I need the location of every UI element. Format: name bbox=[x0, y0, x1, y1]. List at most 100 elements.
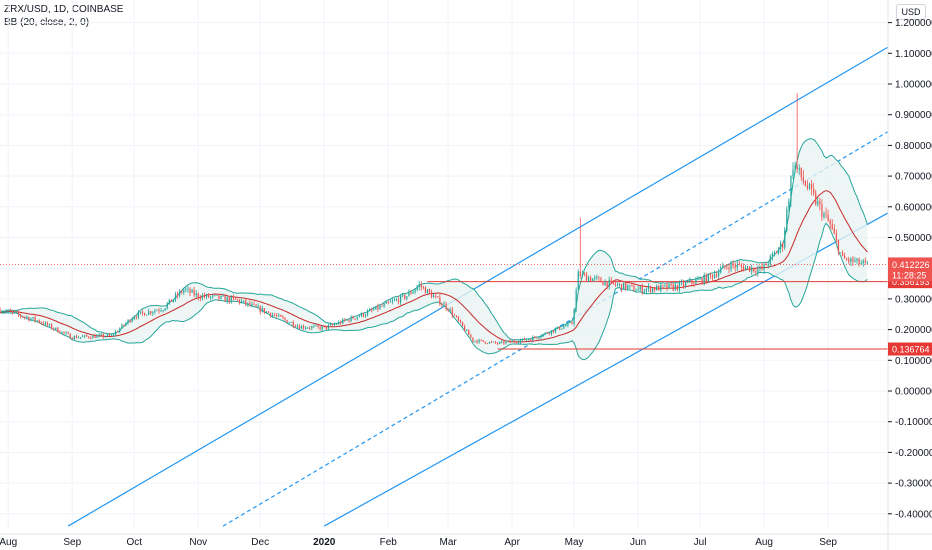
candle-body bbox=[484, 341, 486, 344]
candle-body bbox=[428, 289, 431, 293]
candle-body bbox=[278, 314, 280, 316]
candle-body bbox=[261, 308, 263, 312]
candle-body bbox=[236, 299, 239, 301]
x-tick-label: 2020 bbox=[313, 537, 336, 548]
candle-body bbox=[216, 295, 218, 297]
candle-body bbox=[439, 296, 441, 305]
candle-body bbox=[709, 273, 712, 276]
candle-body bbox=[164, 308, 166, 311]
candle-body bbox=[354, 318, 356, 320]
candle-body bbox=[810, 184, 813, 189]
candle-body bbox=[307, 327, 309, 329]
candle-body bbox=[71, 338, 73, 340]
candle-body bbox=[523, 338, 526, 341]
candle-body bbox=[143, 313, 146, 316]
candle-body bbox=[536, 337, 538, 339]
candle-body bbox=[461, 321, 464, 327]
candle-body bbox=[174, 294, 177, 300]
candle-body bbox=[402, 294, 404, 296]
candle-body bbox=[687, 282, 689, 283]
x-tick-label: Aug bbox=[755, 537, 773, 548]
candle-body bbox=[220, 295, 222, 299]
candle-body bbox=[753, 267, 755, 272]
candle-body bbox=[699, 278, 701, 280]
candle-body bbox=[817, 201, 819, 205]
candle-body bbox=[410, 292, 412, 294]
price-label-box bbox=[888, 342, 932, 356]
candle-body bbox=[346, 319, 348, 321]
candle-body bbox=[674, 285, 676, 290]
candle-body bbox=[249, 302, 251, 306]
candle-body bbox=[131, 319, 133, 322]
candle-body bbox=[848, 259, 850, 262]
candle-body bbox=[294, 326, 296, 327]
candle-body bbox=[397, 299, 400, 303]
candle-body bbox=[366, 311, 369, 316]
candle-body bbox=[257, 306, 259, 307]
candle-body bbox=[348, 319, 350, 322]
candle-body bbox=[841, 252, 844, 256]
candle-body bbox=[682, 282, 685, 287]
candle-body bbox=[744, 267, 747, 271]
candle-body bbox=[119, 328, 121, 332]
candle-body bbox=[61, 331, 63, 334]
candle-body bbox=[331, 324, 334, 326]
candle-body bbox=[786, 209, 788, 231]
candle-body bbox=[769, 255, 771, 265]
candle-body bbox=[790, 176, 792, 201]
candle-body bbox=[11, 311, 14, 313]
candle-body bbox=[327, 325, 329, 329]
candle-body bbox=[740, 264, 742, 267]
candle-body bbox=[559, 326, 561, 330]
candle-body bbox=[499, 341, 501, 344]
candle-body bbox=[497, 343, 499, 344]
candle-body bbox=[100, 334, 102, 336]
candle-body bbox=[342, 319, 344, 324]
candle-body bbox=[292, 322, 294, 327]
candle-body bbox=[290, 322, 292, 323]
currency-button[interactable]: USD bbox=[896, 4, 926, 20]
candle-body bbox=[804, 181, 807, 186]
candle-body bbox=[238, 299, 241, 303]
candle-body bbox=[152, 312, 154, 314]
candle-body bbox=[742, 266, 745, 271]
candle-body bbox=[67, 332, 69, 334]
candle-body bbox=[495, 341, 497, 344]
candle-body bbox=[777, 248, 780, 253]
candle-body bbox=[214, 295, 216, 297]
candle-body bbox=[592, 278, 594, 281]
candle-body bbox=[197, 293, 199, 298]
candle-body bbox=[24, 317, 26, 318]
candle-body bbox=[344, 319, 346, 321]
candle-body bbox=[207, 294, 210, 298]
candle-body bbox=[158, 310, 160, 312]
x-tick-label: Mar bbox=[440, 537, 458, 548]
candle-body bbox=[94, 335, 96, 338]
candle-body bbox=[185, 289, 187, 291]
candle-body bbox=[697, 279, 699, 280]
candle-body bbox=[30, 318, 32, 321]
candle-body bbox=[181, 291, 183, 293]
candle-body bbox=[676, 285, 678, 290]
candle-body bbox=[784, 230, 786, 248]
candle-body bbox=[146, 314, 148, 316]
candle-body bbox=[34, 317, 36, 321]
candle-body bbox=[573, 309, 575, 325]
candle-body bbox=[684, 282, 687, 287]
candle-body bbox=[825, 213, 827, 215]
candle-body bbox=[251, 303, 253, 306]
candle-body bbox=[42, 323, 44, 325]
candle-body bbox=[577, 271, 579, 290]
candle-body bbox=[835, 233, 837, 241]
countdown-text: 11:28:25 bbox=[892, 270, 926, 280]
candle-body bbox=[329, 324, 332, 326]
candle-body bbox=[474, 340, 476, 342]
candle-body bbox=[210, 296, 212, 298]
candle-body bbox=[666, 284, 668, 289]
